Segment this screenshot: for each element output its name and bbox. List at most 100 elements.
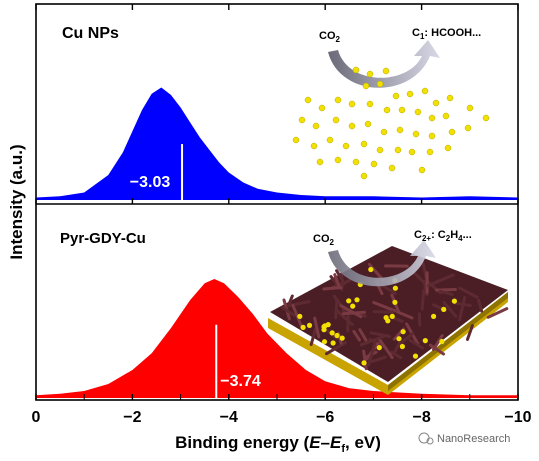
area-pyr-gdy-cu [36,279,518,398]
gdy-fiber [442,300,458,318]
gdy-fiber [408,338,424,350]
cu-particle [482,114,490,122]
gdy-fiber [372,301,397,313]
substrate-side [388,292,508,391]
cu-particle [376,80,384,88]
cu-site [431,313,437,319]
gdy-fibers [280,261,509,371]
cu-particle [444,144,452,152]
cu-site [399,343,405,350]
gdy-fiber [377,337,394,360]
cu-particle [366,100,374,108]
gdy-fiber [358,328,368,342]
x-tick-label: −6 [316,409,334,426]
cu-particle [432,99,440,107]
gdy-fiber [390,350,403,360]
gdy-fiber [359,335,385,347]
cu-site [392,299,398,305]
x-tick-label: 0 [32,409,41,426]
watermark: NanoResearch [418,432,510,445]
cu-particle [376,146,384,154]
cu-particle [364,120,372,128]
gdy-fiber [339,272,345,288]
cu-site [334,332,340,339]
co2-label: CO2 [319,30,341,44]
x-tick-label: −10 [504,409,531,426]
cu-particle [421,87,429,95]
panel-label-pyr-gdy-cu: Pyr-GDY-Cu [60,230,146,247]
x-tick-label: −4 [220,409,238,426]
cu-nanoparticles [292,66,490,180]
cu-site [329,330,335,336]
gdy-film [270,246,508,382]
gdy-fiber [334,298,339,320]
cu-site [392,285,398,291]
cu-particle [398,106,406,114]
cu-particle [342,142,350,150]
cu-particle [466,104,474,112]
cu-particle [428,114,436,122]
cu-particle [348,100,356,108]
panel-label-cu-nps: Cu NPs [62,25,119,42]
cu-site [385,318,391,324]
cu-site [354,297,360,303]
cu-site [350,303,356,309]
gdy-fiber [309,327,317,346]
cu-particle [304,96,312,104]
gdy-fiber [412,271,426,284]
d-band-center-label-pyr: −3.74 [220,373,261,390]
cu-site [400,329,406,335]
cu-particle [360,172,368,180]
cu-particle [334,156,342,164]
d-band-center-label-cu: −3.03 [130,174,171,191]
reaction-arrow-icon-2 [328,240,436,287]
gdy-fiber [370,355,387,363]
cu-particle [442,112,450,120]
cu-particle [360,140,368,148]
gdy-fiber [367,341,377,367]
cu-site [346,298,352,304]
cu-particle [332,116,340,124]
gdy-fiber [333,273,341,288]
cu-particle [318,104,326,112]
gdy-fiber [325,341,347,356]
gdy-fiber [466,324,474,341]
gdy-fiber [420,289,426,311]
x-axis: 0 −2 −4 −6 −8 −10 [32,4,532,426]
cu-site [439,338,445,345]
cu-site [321,324,327,330]
gdy-fiber [339,304,363,319]
cu-particle [388,164,396,172]
cu-sites [297,266,457,366]
cu-site [297,313,303,319]
gdy-fiber [398,331,415,346]
cu-particle [334,96,342,104]
gdy-fiber [362,349,368,371]
cu-particle [418,166,426,174]
x-tick-label: −2 [123,409,141,426]
cu-particle [448,128,456,136]
cu-particle [352,66,360,74]
product-label: C1: HCOOH... [412,27,481,41]
cu-particle [316,158,324,166]
x-tick-label: −8 [412,409,430,426]
cu-particle [394,146,402,154]
cu-particle [406,90,414,98]
cu-site [368,266,374,273]
cu-particle [408,148,416,156]
cu-particle [426,148,434,156]
cu-particle [428,132,436,140]
cu-particle [370,160,378,168]
gdy-fiber [427,277,445,288]
gdy-fiber [432,334,444,351]
gdy-fiber [352,329,361,342]
product-label-2: C2+: C2H4... [414,229,472,243]
gdy-fiber [341,310,366,316]
cu-site [441,306,447,312]
gdy-fiber [313,316,321,339]
cu-particle [392,92,400,100]
cu-particle [412,130,420,138]
gdy-fiber [335,309,354,326]
cu-particle [326,136,334,144]
gdy-fiber [396,310,414,320]
